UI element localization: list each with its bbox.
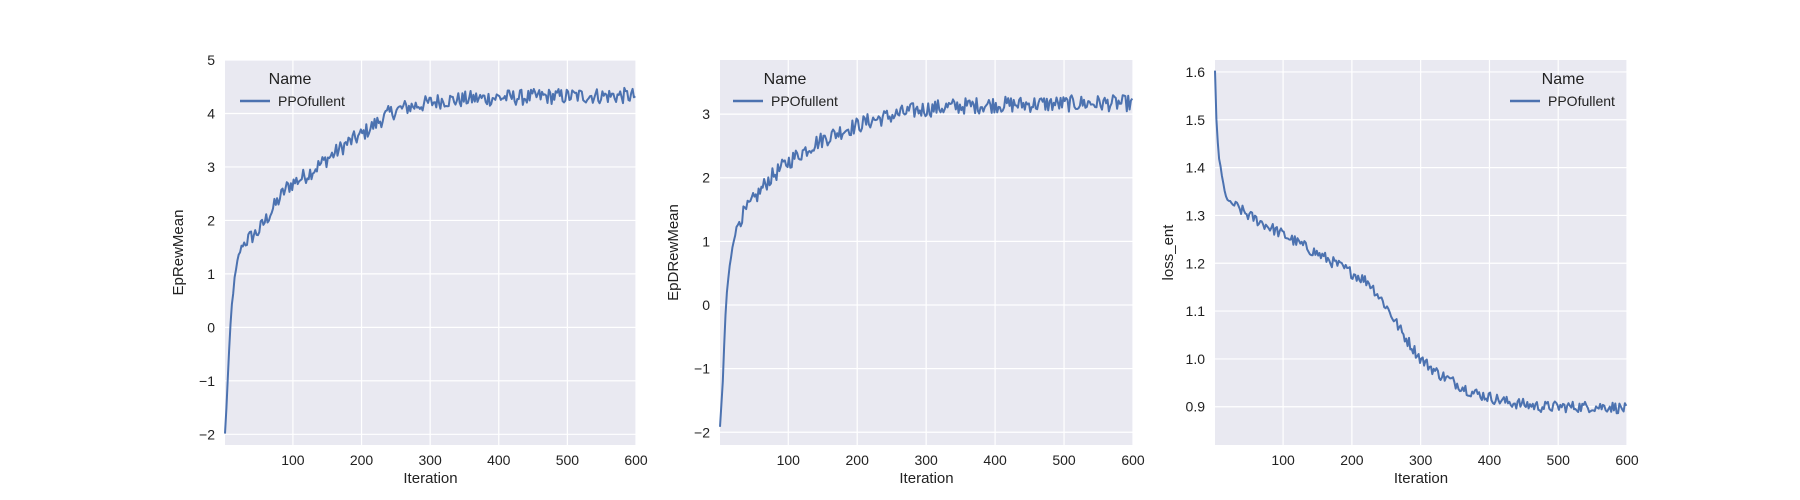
legend-title: Name xyxy=(269,71,312,88)
x-tick-label: 400 xyxy=(983,452,1007,468)
y-tick-label: 5 xyxy=(207,52,215,68)
series-line-ppofullent xyxy=(719,94,1134,427)
legend-entry: PPOfullent xyxy=(771,93,838,109)
x-tick-label: 300 xyxy=(1409,452,1433,468)
x-tick-label: 100 xyxy=(1271,452,1295,468)
y-tick-label: 1.5 xyxy=(1186,112,1206,128)
x-tick-label: 500 xyxy=(1547,452,1571,468)
x-tick-label: 600 xyxy=(1121,452,1145,468)
x-tick-label: 200 xyxy=(350,452,374,468)
series-line-ppofullent xyxy=(224,86,636,434)
y-tick-label: 1.4 xyxy=(1186,160,1206,176)
y-tick-label: 3 xyxy=(702,106,710,122)
y-tick-label: 1.0 xyxy=(1186,351,1206,367)
x-tick-label: 200 xyxy=(1340,452,1364,468)
x-tick-label: 500 xyxy=(556,452,580,468)
legend-title: Name xyxy=(764,71,807,88)
x-axis-label: Iteration xyxy=(403,470,457,487)
legend-title: Name xyxy=(1542,71,1585,88)
chart-panel-3: 100 200 300 400 500 600 0.9 1.0 1.1 1.2 1.3 1.4 1.5 1… xyxy=(1160,60,1639,487)
x-axis-label: Iteration xyxy=(899,470,953,487)
y-tick-label: 1.6 xyxy=(1186,64,1206,80)
x-tick-label: 600 xyxy=(1615,452,1639,468)
y-tick-label: 1 xyxy=(207,266,215,282)
x-tick-label: 400 xyxy=(1478,452,1502,468)
x-tick-label: 100 xyxy=(777,452,801,468)
x-tick-label: 300 xyxy=(418,452,442,468)
y-tick-label: 1.1 xyxy=(1186,303,1206,319)
x-tick-label: 500 xyxy=(1052,452,1076,468)
y-tick-label: −2 xyxy=(199,426,215,442)
series-line-ppofullent xyxy=(1214,70,1628,415)
chart-panel-1: 100 200 300 400 500 600 −2 −1 0 1 2 3 4 5 Iteration EpR… xyxy=(170,52,648,487)
x-tick-label: 100 xyxy=(281,452,305,468)
y-axis-label: EpRewMean xyxy=(170,210,187,296)
y-tick-label: −2 xyxy=(694,424,710,440)
y-tick-label: −1 xyxy=(199,373,215,389)
y-tick-label: 1 xyxy=(702,233,710,249)
y-tick-label: 1.2 xyxy=(1186,255,1206,271)
y-tick-label: −1 xyxy=(694,361,710,377)
x-tick-label: 400 xyxy=(487,452,511,468)
y-axis-label: EpDRewMean xyxy=(665,204,682,301)
y-tick-label: 0.9 xyxy=(1186,399,1206,415)
y-tick-label: 1.3 xyxy=(1186,207,1206,223)
x-tick-label: 200 xyxy=(846,452,870,468)
y-tick-label: 0 xyxy=(207,319,215,335)
legend-entry: PPOfullent xyxy=(278,93,345,109)
y-tick-label: 2 xyxy=(207,212,215,228)
y-tick-label: 2 xyxy=(702,170,710,186)
y-axis-label: loss_ent xyxy=(1160,224,1177,281)
x-axis-label: Iteration xyxy=(1394,470,1448,487)
y-tick-label: 4 xyxy=(207,105,215,121)
x-tick-label: 600 xyxy=(624,452,648,468)
y-tick-label: 3 xyxy=(207,159,215,175)
y-tick-label: 0 xyxy=(702,297,710,313)
x-tick-label: 300 xyxy=(914,452,938,468)
chart-panel-2: 100 200 300 400 500 600 −2 −1 0 1 2 3 Iteration EpDRe… xyxy=(665,60,1145,487)
legend-entry: PPOfullent xyxy=(1548,93,1615,109)
